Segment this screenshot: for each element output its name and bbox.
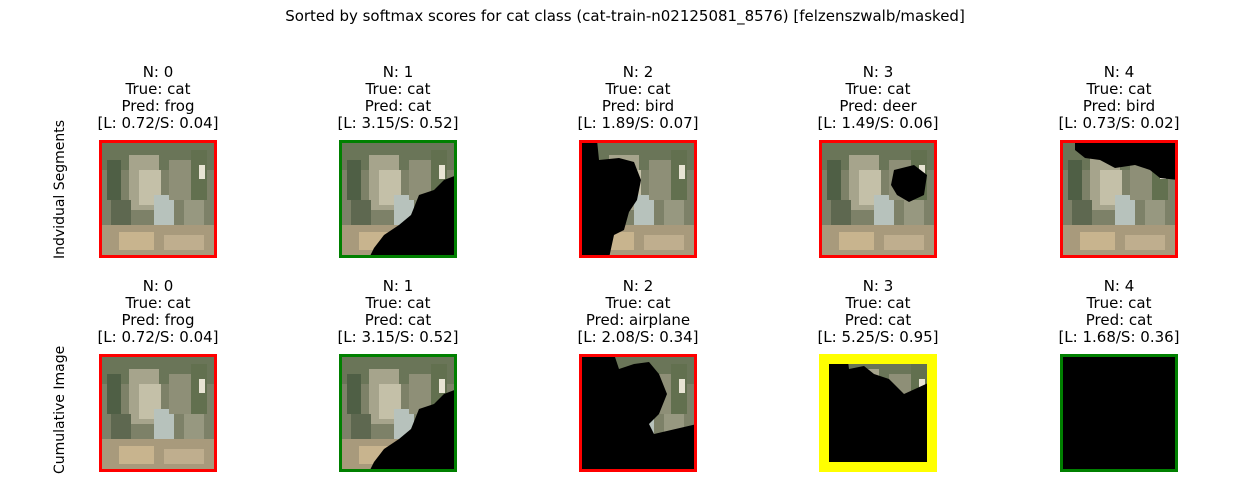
segment-thumbnail xyxy=(819,140,937,258)
panel-n-label: N: 0 xyxy=(142,277,174,295)
panel-pred-label: Pred: cat xyxy=(364,311,432,329)
panel-pred-label: Pred: frog xyxy=(121,97,195,115)
segment-thumbnail xyxy=(1060,140,1178,258)
panel-title: N: 3 True: cat Pred: deer [L: 1.49/S: 0.06] xyxy=(778,64,978,132)
prediction-border xyxy=(819,140,937,258)
panel-scores-label: [L: 0.73/S: 0.02] xyxy=(1058,114,1180,132)
panel-scores-label: [L: 1.49/S: 0.06] xyxy=(817,114,939,132)
panel-title: N: 1 True: cat Pred: cat [L: 3.15/S: 0.52] xyxy=(298,64,498,132)
segment-thumbnail xyxy=(339,354,457,472)
prediction-border xyxy=(99,140,217,258)
prediction-border xyxy=(819,354,937,472)
panel-scores-label: [L: 0.72/S: 0.04] xyxy=(97,114,219,132)
panel-pred-label: Pred: deer xyxy=(839,97,917,115)
mask-region xyxy=(369,175,457,258)
panel-title: N: 0 True: cat Pred: frog [L: 0.72/S: 0.04] xyxy=(58,64,258,132)
mask-region xyxy=(1060,354,1178,472)
panel-pred-label: Pred: cat xyxy=(844,311,912,329)
mask-region xyxy=(579,140,641,258)
segment-thumbnail xyxy=(339,140,457,258)
panel-scores-label: [L: 3.15/S: 0.52] xyxy=(337,328,459,346)
panel-pred-label: Pred: frog xyxy=(121,311,195,329)
panel-scores-label: [L: 2.08/S: 0.34] xyxy=(577,328,699,346)
panel-true-label: True: cat xyxy=(1086,294,1152,312)
cat-image xyxy=(819,140,937,258)
mask-region xyxy=(1075,140,1178,180)
figure-title: Sorted by softmax scores for cat class (… xyxy=(285,7,965,25)
panel-true-label: True: cat xyxy=(845,80,911,98)
panel-n-label: N: 3 xyxy=(862,63,894,81)
panel-n-label: N: 1 xyxy=(382,277,414,295)
panel-scores-label: [L: 5.25/S: 0.95] xyxy=(817,328,939,346)
segment-thumbnail xyxy=(1060,354,1178,472)
mask-region xyxy=(579,354,697,472)
segment-thumbnail xyxy=(99,354,217,472)
panel-n-label: N: 4 xyxy=(1103,277,1135,295)
prediction-border xyxy=(579,140,697,258)
panel-true-label: True: cat xyxy=(1086,80,1152,98)
panel-pred-label: Pred: airplane xyxy=(585,311,691,329)
segment-thumbnail xyxy=(99,140,217,258)
panel-scores-label: [L: 0.72/S: 0.04] xyxy=(97,328,219,346)
panel-pred-label: Pred: bird xyxy=(1082,97,1156,115)
panel-n-label: N: 2 xyxy=(622,277,654,295)
panel-title: N: 2 True: cat Pred: airplane [L: 2.08/S: 0… xyxy=(538,278,738,346)
panel-pred-label: Pred: bird xyxy=(601,97,675,115)
panel-true-label: True: cat xyxy=(365,80,431,98)
panel-n-label: N: 1 xyxy=(382,63,414,81)
row-label-individual: Indvidual Segments xyxy=(52,119,68,259)
panel-title: N: 2 True: cat Pred: bird [L: 1.89/S: 0.07] xyxy=(538,64,738,132)
panel-n-label: N: 0 xyxy=(142,63,174,81)
segment-thumbnail xyxy=(819,354,937,472)
prediction-border xyxy=(339,140,457,258)
panel-true-label: True: cat xyxy=(125,80,191,98)
prediction-border xyxy=(1060,354,1178,472)
prediction-border xyxy=(339,354,457,472)
prediction-border xyxy=(579,354,697,472)
panel-scores-label: [L: 1.89/S: 0.07] xyxy=(577,114,699,132)
prediction-border xyxy=(99,354,217,472)
panel-true-label: True: cat xyxy=(605,80,671,98)
panel-n-label: N: 4 xyxy=(1103,63,1135,81)
panel-title: N: 4 True: cat Pred: cat [L: 1.68/S: 0.36] xyxy=(1019,278,1219,346)
panel-title: N: 3 True: cat Pred: cat [L: 5.25/S: 0.95] xyxy=(778,278,978,346)
panel-pred-label: Pred: cat xyxy=(1085,311,1153,329)
prediction-border xyxy=(1060,140,1178,258)
mask-region xyxy=(369,389,457,472)
row-label-cumulative: Cumulative Image xyxy=(52,345,68,474)
cat-image xyxy=(99,354,217,472)
panel-true-label: True: cat xyxy=(845,294,911,312)
panel-true-label: True: cat xyxy=(605,294,671,312)
panel-scores-label: [L: 3.15/S: 0.52] xyxy=(337,114,459,132)
mask-region xyxy=(891,165,927,202)
panel-true-label: True: cat xyxy=(125,294,191,312)
mask-region xyxy=(819,354,937,472)
segment-thumbnail xyxy=(579,140,697,258)
cat-image xyxy=(99,140,217,258)
panel-title: N: 0 True: cat Pred: frog [L: 0.72/S: 0.04] xyxy=(58,278,258,346)
segment-thumbnail xyxy=(579,354,697,472)
panel-true-label: True: cat xyxy=(365,294,431,312)
panel-pred-label: Pred: cat xyxy=(364,97,432,115)
panel-scores-label: [L: 1.68/S: 0.36] xyxy=(1058,328,1180,346)
panel-title: N: 1 True: cat Pred: cat [L: 3.15/S: 0.52] xyxy=(298,278,498,346)
panel-n-label: N: 3 xyxy=(862,277,894,295)
panel-title: N: 4 True: cat Pred: bird [L: 0.73/S: 0.02] xyxy=(1019,64,1219,132)
panel-n-label: N: 2 xyxy=(622,63,654,81)
